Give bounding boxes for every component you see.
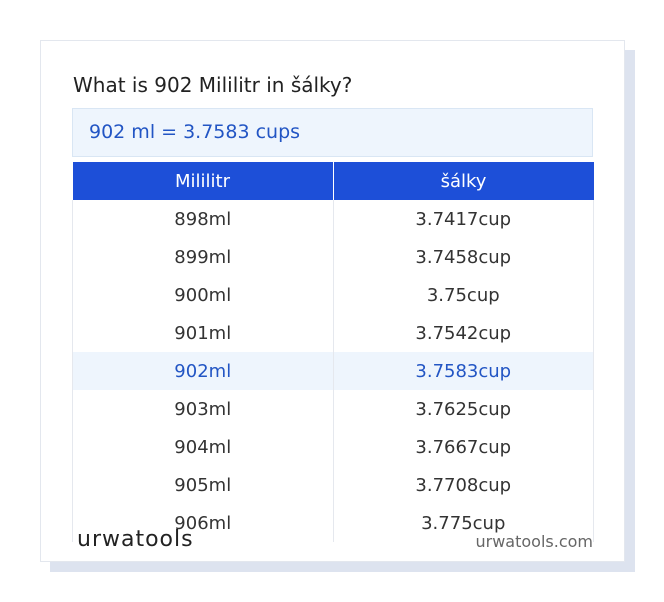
table-row: 906ml 3.775cup <box>72 504 594 542</box>
title: What is 902 Mililitr in šálky? <box>73 73 353 97</box>
header-row: Mililitr šálky <box>72 162 594 200</box>
site-link[interactable]: urwatools.com <box>475 532 594 551</box>
table-cell: 3.7458cup <box>332 238 594 276</box>
table-cell: 3.7625cup <box>332 390 594 428</box>
table-cell: 3.7417cup <box>332 200 594 238</box>
column-header: šálky <box>332 162 594 200</box>
table-cell: 906ml <box>72 504 334 542</box>
table-cell: 3.775cup <box>332 504 594 542</box>
conversion-table: Mililitr šálky 898ml 3.7417cup 899ml 3.7458… <box>72 162 594 542</box>
table-cell: 3.7708cup <box>332 466 594 504</box>
table-row: 904ml 3.7667cup <box>72 428 594 466</box>
table-cell: 901ml <box>72 314 334 352</box>
table-cell: 904ml <box>72 428 334 466</box>
table-cell: 3.7583cup <box>332 352 594 390</box>
table-row: 905ml 3.7708cup <box>72 466 594 504</box>
table-row: 899ml 3.7458cup <box>72 238 594 276</box>
column-header: Mililitr <box>72 162 333 200</box>
table-cell: 3.7667cup <box>332 428 594 466</box>
table-cell: 905ml <box>72 466 334 504</box>
table-cell: 899ml <box>72 238 334 276</box>
table-row: 903ml 3.7625cup <box>72 390 594 428</box>
table-cell: 898ml <box>72 200 334 238</box>
table-cell: 900ml <box>72 276 334 314</box>
result: 902 ml = 3.7583 cups <box>72 108 593 157</box>
table-cell: 3.7542cup <box>332 314 594 352</box>
table-row: 901ml 3.7542cup <box>72 314 594 352</box>
table-row: 900ml 3.75cup <box>72 276 594 314</box>
table-cell: 903ml <box>72 390 334 428</box>
table-row: 898ml 3.7417cup <box>72 200 594 238</box>
logo[interactable]: urwatools <box>77 527 194 552</box>
card: What is 902 Mililitr in šálky? 902 ml = … <box>40 40 625 562</box>
table-cell: 902ml <box>72 352 334 390</box>
table-cell: 3.75cup <box>332 276 594 314</box>
table-row: 902ml 3.7583cup <box>72 352 594 390</box>
